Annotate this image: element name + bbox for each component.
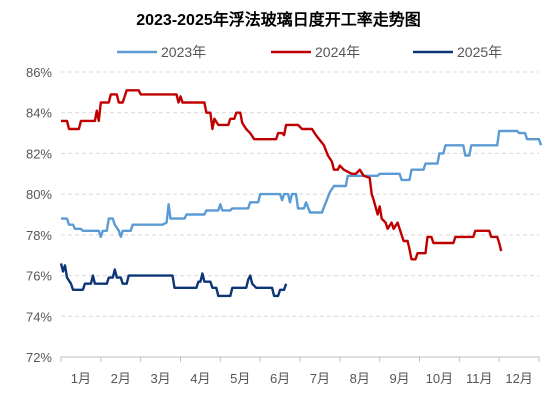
- x-tick-label: 9月: [389, 371, 409, 386]
- series-line: [59, 263, 288, 298]
- legend-label: 2023年: [161, 44, 206, 60]
- x-tick-label: 8月: [350, 371, 370, 386]
- x-tick-label: 5月: [230, 371, 250, 386]
- y-tick-label: 80%: [26, 187, 52, 202]
- gridlines: [61, 71, 539, 317]
- x-tick-label: 2月: [111, 371, 131, 386]
- x-axis-labels: 1月 2月 3月 4月 5月 6月 7月 8月 9月 10月 11月 12月: [71, 371, 533, 386]
- x-tick-label: 10月: [426, 371, 453, 386]
- x-tick-label: 3月: [150, 371, 170, 386]
- y-tick-label: 86%: [26, 65, 52, 80]
- series-lines: [59, 89, 543, 298]
- x-tick-label: 4月: [190, 371, 210, 386]
- series-line: [61, 89, 503, 261]
- chart-title: 2023-2025年浮法玻璃日度开工率走势图: [136, 12, 421, 29]
- x-tick-label: 1月: [71, 371, 91, 386]
- x-tick-label: 12月: [505, 371, 532, 386]
- y-tick-label: 84%: [26, 106, 52, 121]
- y-axis: 72% 74% 76% 78% 80% 82% 84% 86%: [26, 65, 52, 365]
- legend-label: 2024年: [315, 44, 360, 60]
- legend-label: 2025年: [457, 44, 502, 60]
- x-tick-label: 6月: [270, 371, 290, 386]
- series-line: [61, 129, 543, 239]
- legend: 2023年 2024年 2025年: [117, 44, 502, 60]
- x-tick-label: 11月: [466, 371, 493, 386]
- y-tick-label: 78%: [26, 228, 52, 243]
- y-tick-label: 72%: [26, 350, 52, 365]
- y-tick-label: 74%: [26, 309, 52, 324]
- x-axis: [60, 356, 540, 362]
- y-tick-label: 82%: [26, 146, 52, 161]
- y-tick-label: 76%: [26, 269, 52, 284]
- x-tick-label: 7月: [310, 371, 330, 386]
